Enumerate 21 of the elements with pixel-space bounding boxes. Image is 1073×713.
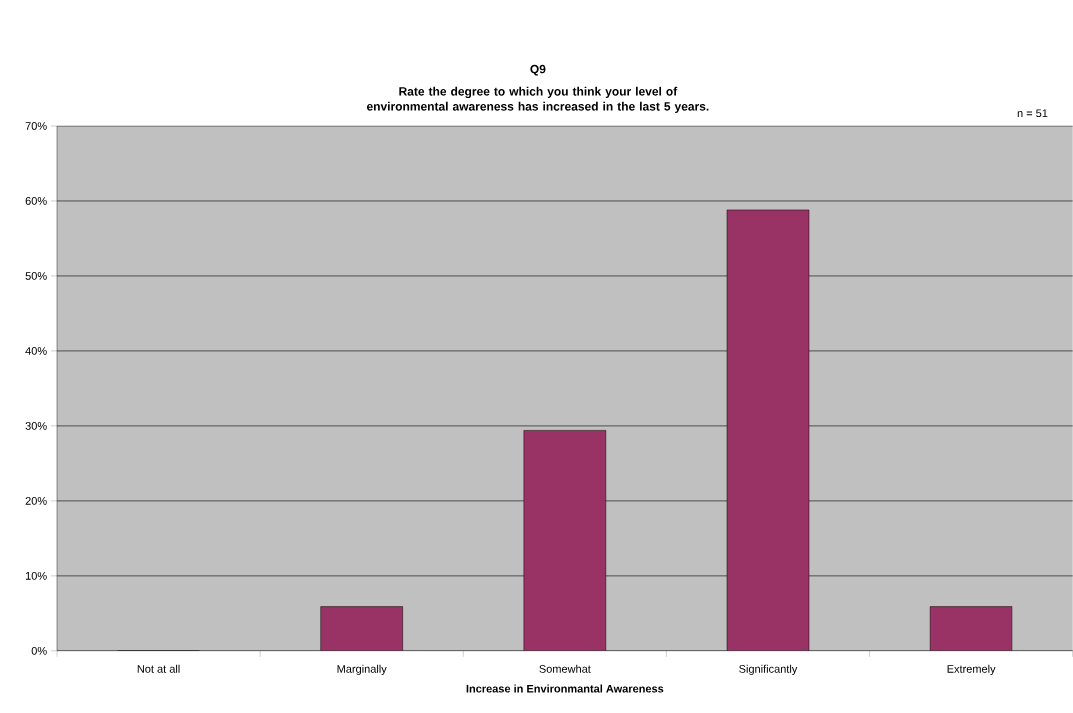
y-tick-label: 10% bbox=[25, 572, 47, 580]
y-tick-label: 70% bbox=[25, 122, 47, 130]
bar bbox=[320, 606, 403, 651]
y-tick-label: 50% bbox=[25, 272, 47, 280]
bar bbox=[929, 606, 1013, 651]
chart-subtitle: Rate the degree to which you think your level of environmental awareness has increased in the last 5 years. bbox=[366, 86, 709, 114]
x-tick-label: Extremely bbox=[947, 664, 996, 676]
x-tick-label: Marginally bbox=[337, 664, 387, 676]
bar bbox=[726, 209, 810, 651]
text: n = 51 bbox=[1017, 109, 1048, 118]
x-tick-label: Significantly bbox=[739, 664, 798, 676]
y-tick-label: 30% bbox=[25, 422, 47, 430]
y-tick-label: 20% bbox=[25, 497, 47, 505]
y-tick-label: 40% bbox=[25, 347, 47, 355]
x-axis-title: Increase in Environmantal Awareness bbox=[466, 684, 664, 693]
x-tick-label: Somewhat bbox=[539, 664, 591, 673]
chart-title: Q9 bbox=[530, 64, 546, 76]
y-tick-label: 60% bbox=[25, 197, 47, 205]
x-tick-label: Not at all bbox=[137, 664, 180, 673]
y-tick-label: 0% bbox=[31, 647, 47, 655]
bar bbox=[523, 430, 607, 651]
